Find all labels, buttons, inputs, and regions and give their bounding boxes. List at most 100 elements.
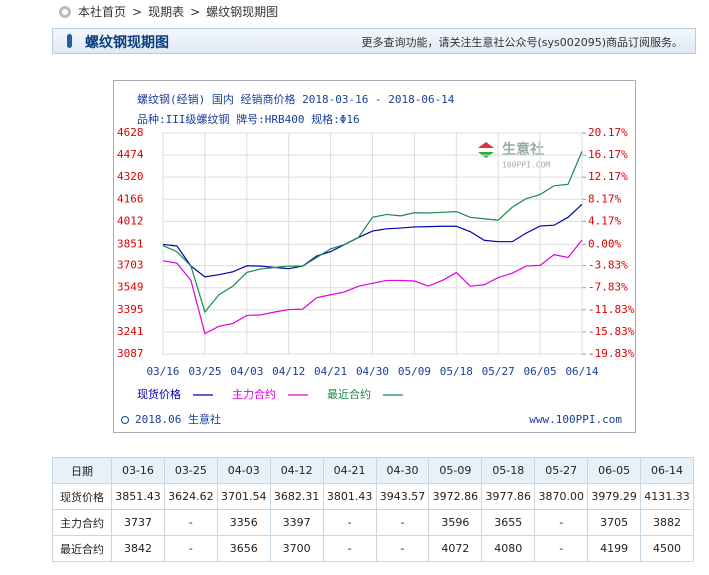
y2-tick-label: -11.83% (588, 303, 635, 316)
breadcrumb: 本社首页 > 现期表 > 螺纹钢现期图 (58, 3, 278, 20)
table-row: 主力合约 3737-3356 3397- -3596 3655-3705 3882 (52, 509, 694, 536)
table-cell: 3842 (111, 535, 165, 562)
table-cell: 05-27 (534, 457, 589, 484)
table-cell: 05-18 (481, 457, 536, 484)
y-tick-label: 3851 (117, 237, 144, 250)
x-tick-label: 05/18 (440, 365, 473, 378)
table-cell: - (322, 509, 377, 536)
table-cell: 现货价格 (52, 483, 112, 510)
table-cell: 3655 (481, 509, 536, 536)
y-tick-label: 3549 (117, 281, 144, 294)
y-tick-label: 3241 (117, 325, 144, 338)
legend-label: 最近合约 (327, 387, 371, 401)
watermark-logo (478, 142, 494, 148)
table-cell: 3851.43 (111, 483, 165, 510)
x-tick-label: 05/27 (482, 365, 515, 378)
chart-subtitle: 品种:III级螺纹钢 牌号:HRB400 规格:Φ16 (137, 112, 360, 126)
table-cell: - (163, 509, 218, 536)
table-cell: 3705 (587, 509, 642, 536)
x-tick-label: 06/05 (524, 365, 557, 378)
table-cell: 04-21 (322, 457, 377, 484)
legend-label: 现货价格 (137, 387, 181, 401)
y-tick-label: 3395 (117, 303, 144, 316)
table-row: 最近合约 3842-3656 3700- -4072 4080-4199 4500 (52, 535, 694, 562)
table-cell: 3882 (640, 509, 694, 536)
x-tick-label: 05/09 (398, 365, 431, 378)
y-tick-label: 4628 (117, 126, 144, 139)
table-cell: 主力合约 (52, 509, 112, 536)
table-cell: 4199 (587, 535, 642, 562)
y2-tick-label: 20.17% (588, 126, 628, 139)
table-cell: 3596 (428, 509, 483, 536)
table-cell: - (322, 535, 377, 562)
table-cell: 4131.33 (640, 483, 694, 510)
breadcrumb-link[interactable]: 本社首页 (78, 5, 127, 19)
table-cell: 3737 (111, 509, 165, 536)
y-tick-label: 4474 (117, 148, 144, 161)
watermark-sub: 100PPI.COM (502, 161, 550, 170)
y2-tick-label: -7.83% (588, 281, 628, 294)
table-cell: 日期 (52, 457, 112, 484)
x-tick-label: 04/30 (356, 365, 389, 378)
data-table: 日期 03-16 03-25 04-03 04-12 04-21 04-30 05-09 05-… (52, 457, 694, 562)
x-tick-label: 03/16 (146, 365, 179, 378)
y-tick-label: 4012 (117, 214, 144, 227)
table-cell: 3979.29 (587, 483, 642, 510)
table-cell: - (375, 509, 430, 536)
y2-tick-label: 16.17% (588, 148, 628, 161)
footer-icon (121, 416, 129, 424)
table-cell: 3977.86 (481, 483, 536, 510)
table-cell: - (534, 535, 589, 562)
breadcrumb-link[interactable]: 现期表 (148, 5, 185, 19)
y2-tick-label: -15.83% (588, 325, 635, 338)
header-icon (67, 34, 72, 48)
breadcrumb-current: 螺纹钢现期图 (206, 5, 279, 19)
table-cell: 3972.86 (428, 483, 483, 510)
header-notice: 更多查询功能，请关注生意社公众号(sys002095)商品订阅服务。 (361, 36, 683, 49)
table-cell: 04-30 (375, 457, 430, 484)
table-cell: 3356 (216, 509, 271, 536)
table-cell: 06-05 (587, 457, 642, 484)
table-cell: - (375, 535, 430, 562)
home-icon (59, 5, 71, 18)
table-cell: 3682.31 (269, 483, 324, 510)
line-series (162, 203, 583, 278)
chart: 螺纹钢(经销) 国内 经销商价格 2018-03-16 - 2018-06-14… (113, 80, 636, 433)
table-cell: 04-12 (269, 457, 324, 484)
y2-tick-label: -3.83% (588, 259, 628, 272)
breadcrumb-separator: > (132, 4, 143, 19)
y-tick-label: 3087 (117, 347, 144, 360)
table-cell: 4072 (428, 535, 483, 562)
x-tick-label: 06/14 (565, 365, 598, 378)
table-cell: - (534, 509, 589, 536)
table-cell: 03-25 (163, 457, 218, 484)
table-cell: 3397 (269, 509, 324, 536)
header-title: 螺纹钢现期图 (85, 35, 169, 51)
y2-tick-label: -19.83% (588, 347, 635, 360)
table-cell: 3870.00 (534, 483, 589, 510)
legend-label: 主力合约 (232, 387, 276, 401)
table-cell: 3656 (216, 535, 271, 562)
table-cell: 03-16 (111, 457, 165, 484)
table-cell: 4080 (481, 535, 536, 562)
table-cell: 3700 (269, 535, 324, 562)
table-cell: 3624.62 (163, 483, 218, 510)
table-cell: 04-03 (216, 457, 271, 484)
table-cell: 3943.57 (375, 483, 430, 510)
table-cell: 4500 (640, 535, 694, 562)
breadcrumb-separator: > (190, 4, 201, 19)
y-tick-label: 3703 (117, 259, 144, 272)
y2-tick-label: 8.17% (588, 192, 621, 205)
table-cell: 3701.54 (216, 483, 271, 510)
table-cell: - (163, 535, 218, 562)
y-tick-label: 4320 (117, 170, 144, 183)
footer-right: www.100PPI.com (529, 413, 622, 426)
y2-tick-label: 4.17% (588, 214, 621, 227)
table-cell: 3801.43 (322, 483, 377, 510)
x-tick-label: 04/12 (272, 365, 305, 378)
x-tick-label: 03/25 (188, 365, 221, 378)
table-row: 现货价格 3851.43 3624.62 3701.54 3682.31 3801.43 3… (52, 483, 694, 510)
table-row: 日期 03-16 03-25 04-03 04-12 04-21 04-30 05-09 05-… (52, 457, 694, 484)
y-tick-label: 4166 (117, 192, 144, 205)
